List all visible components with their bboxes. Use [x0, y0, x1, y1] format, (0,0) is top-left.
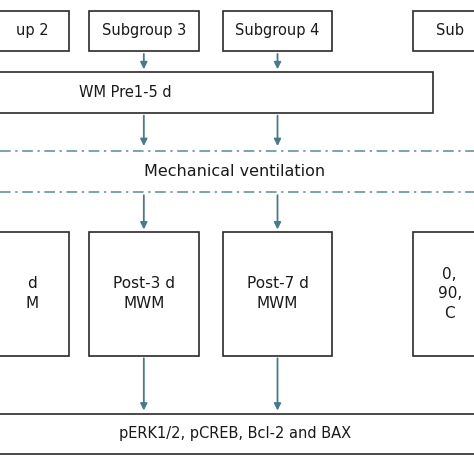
Text: WM Pre1-5 d: WM Pre1-5 d: [79, 85, 172, 100]
Text: pERK1/2, pCREB, Bcl-2 and BAX: pERK1/2, pCREB, Bcl-2 and BAX: [119, 426, 351, 441]
Text: Sub: Sub: [436, 23, 464, 38]
Text: Mechanical ventilation: Mechanical ventilation: [145, 164, 326, 179]
Bar: [223, 11, 332, 51]
Text: Subgroup 4: Subgroup 4: [235, 23, 319, 38]
Bar: [0, 413, 474, 454]
Bar: [0, 73, 434, 113]
Bar: [413, 232, 474, 356]
Text: 0,
90,
C: 0, 90, C: [438, 266, 462, 321]
Text: Post-7 d
MWM: Post-7 d MWM: [246, 276, 309, 311]
Bar: [89, 232, 199, 356]
Bar: [413, 11, 474, 51]
Bar: [223, 232, 332, 356]
Text: Post-3 d
MWM: Post-3 d MWM: [113, 276, 175, 311]
Text: d
M: d M: [26, 276, 39, 311]
Bar: [89, 11, 199, 51]
Text: up 2: up 2: [16, 23, 49, 38]
Text: Subgroup 3: Subgroup 3: [102, 23, 186, 38]
Bar: [0, 232, 69, 356]
Bar: [0, 11, 69, 51]
